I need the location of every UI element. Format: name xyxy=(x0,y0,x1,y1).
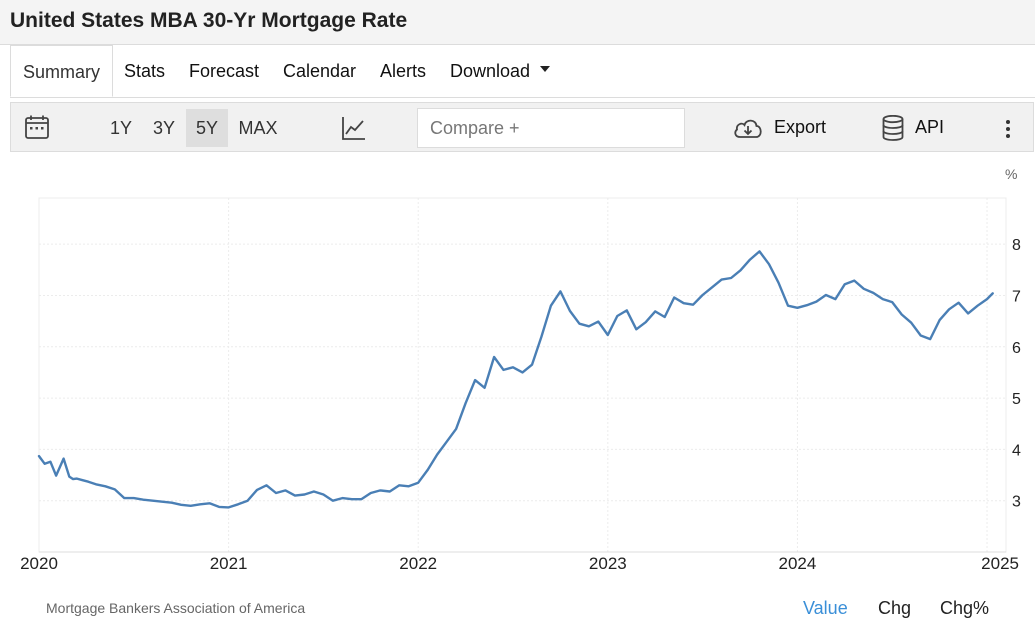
line-chart-icon[interactable] xyxy=(342,116,366,145)
page-title: United States MBA 30-Yr Mortgage Rate xyxy=(10,9,408,32)
x-tick-label: 2022 xyxy=(399,554,437,572)
compare-input[interactable] xyxy=(417,108,685,148)
tab-forecast[interactable]: Forecast xyxy=(189,61,260,81)
tab-calendar[interactable]: Calendar xyxy=(283,61,357,81)
range-3y-button[interactable]: 3Y xyxy=(152,118,176,138)
chart-toolbar: 1Y 3Y 5Y MAX Export API xyxy=(10,102,1034,152)
y-tick-label: 8 xyxy=(1012,237,1021,254)
x-tick-label: 2024 xyxy=(779,554,817,572)
chart-area: 8 7 6 5 4 3% 2020 2021 2022 2023 2024 2025 xyxy=(0,152,1035,573)
y-tick-label: 4 xyxy=(1012,442,1021,459)
line-chart-icon-svg xyxy=(342,117,365,140)
range-1y-button[interactable]: 1Y xyxy=(109,118,133,138)
database-icon[interactable] xyxy=(882,114,904,146)
y-unit-label: % xyxy=(1005,166,1017,182)
export-button[interactable]: Export xyxy=(774,117,827,137)
cloud-download-icon-svg xyxy=(734,119,762,138)
tab-download-label: Download xyxy=(450,61,531,81)
tab-download[interactable]: Download xyxy=(450,45,551,97)
calendar-icon[interactable] xyxy=(25,115,49,144)
caret-down-icon xyxy=(540,66,551,73)
calendar-icon-svg xyxy=(25,115,49,139)
range-max-button[interactable]: MAX xyxy=(238,118,278,138)
range-5y-button[interactable]: 5Y xyxy=(186,109,228,147)
more-vertical-icon[interactable] xyxy=(1005,119,1011,144)
series-line[interactable] xyxy=(37,250,994,509)
title-bar: United States MBA 30-Yr Mortgage Rate xyxy=(0,0,1035,45)
y-tick-label: 7 xyxy=(1012,288,1021,305)
y-tick-label: 6 xyxy=(1012,340,1021,357)
y-tick-label: 3 xyxy=(1012,494,1021,511)
chg-tab[interactable]: Chg xyxy=(878,598,912,618)
api-button[interactable]: API xyxy=(915,117,945,137)
chg-pct-tab[interactable]: Chg% xyxy=(940,598,990,618)
cloud-download-icon[interactable] xyxy=(733,117,763,144)
tab-bar: Summary Stats Forecast Calendar Alerts D… xyxy=(10,45,1035,98)
line-chart: 8 7 6 5 4 3% 2020 2021 2022 2023 2024 2025 xyxy=(20,166,1021,573)
more-vertical-icon-svg xyxy=(1006,120,1010,138)
database-icon-svg xyxy=(882,114,904,141)
x-tick-label: 2023 xyxy=(589,554,627,572)
x-tick-label: 2025 xyxy=(981,554,1019,572)
source-label: Mortgage Bankers Association of America xyxy=(46,600,306,616)
x-tick-label: 2021 xyxy=(210,554,248,572)
tab-summary[interactable]: Summary xyxy=(10,45,114,97)
value-tab[interactable]: Value xyxy=(803,598,848,618)
x-tick-label: 2020 xyxy=(20,554,58,572)
tab-alerts[interactable]: Alerts xyxy=(380,61,427,81)
tab-stats[interactable]: Stats xyxy=(124,61,166,81)
plot-frame xyxy=(38,197,1007,553)
y-tick-label: 5 xyxy=(1012,391,1021,408)
